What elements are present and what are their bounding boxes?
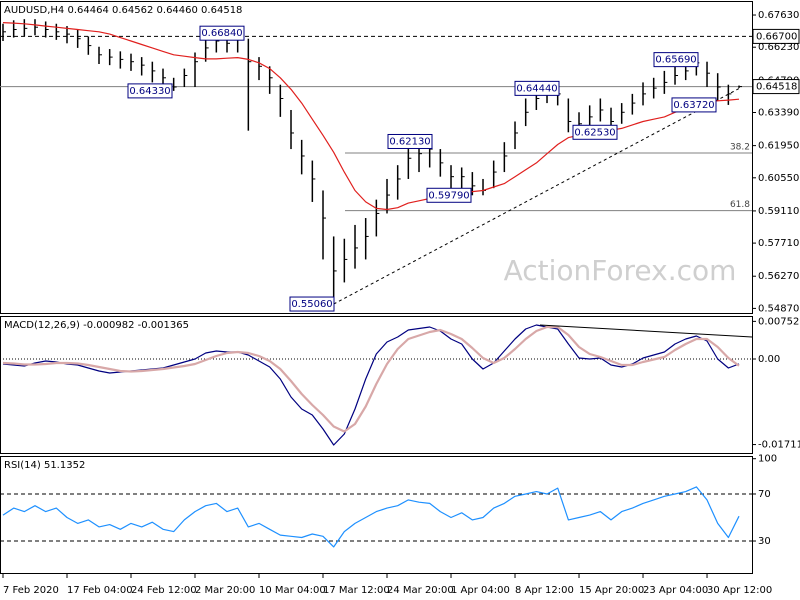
annotation-box	[653, 52, 699, 68]
annotation-label: 0.64440	[516, 83, 557, 94]
annotation-box	[572, 124, 618, 140]
x-tick-label: 1 Apr 04:00	[451, 585, 510, 596]
annotation-box	[289, 296, 335, 312]
y-tick-label: 0.007526	[758, 316, 800, 327]
y-tick-label: 30	[758, 536, 771, 547]
level-label: 0.64518	[756, 82, 797, 93]
x-tick-label: 23 Apr 04:00	[643, 585, 708, 596]
x-tick-label: 7 Feb 2020	[3, 585, 59, 596]
annotation-box	[387, 133, 433, 149]
panel-title: AUDUSD,H4 0.64464 0.64562 0.64460 0.6451…	[4, 5, 242, 16]
y-tick-label: 0.66230	[758, 42, 799, 53]
fib-label: 38.2	[730, 142, 750, 152]
panel-title: MACD(12,26,9) -0.000982 -0.001365	[4, 320, 189, 331]
y-tick-label: 0.61950	[758, 141, 799, 152]
panel-frame	[0, 1, 753, 314]
trend-line	[333, 87, 741, 305]
watermark: ActionForex.com	[504, 254, 737, 287]
y-tick-label: 0.54870	[758, 303, 799, 314]
annotation-label: 0.66840	[201, 28, 242, 39]
y-tick-label: 0.60550	[758, 173, 799, 184]
annotation-label: 0.59790	[428, 190, 469, 201]
series-line	[2, 486, 740, 548]
annotation-label: 0.62130	[389, 136, 430, 147]
y-tick-label: 100	[758, 454, 777, 465]
x-tick-label: 24 Feb 12:00	[131, 585, 197, 596]
x-tick-label: 8 Apr 12:00	[515, 585, 574, 596]
x-tick-label: 15 Apr 20:00	[579, 585, 644, 596]
y-tick-label: 0.67630	[758, 10, 799, 21]
y-tick-label: 0.56270	[758, 271, 799, 282]
series-line	[2, 325, 740, 433]
y-tick-label: 0.59110	[758, 206, 799, 217]
annotation-label: 0.63720	[673, 100, 714, 111]
fib-label: 61.8	[730, 200, 750, 210]
annotation-box	[514, 80, 560, 96]
annotation-label: 0.55060	[291, 299, 332, 310]
x-tick-label: 17 Mar 12:00	[323, 585, 390, 596]
annotation-label: 0.62530	[574, 127, 615, 138]
annotation-label: 0.65690	[655, 55, 696, 66]
y-tick-label: -0.017112	[758, 440, 800, 451]
annotation-box	[671, 97, 717, 113]
level-label-box	[752, 28, 800, 44]
y-tick-label: 0.57710	[758, 238, 799, 249]
annotation-box	[199, 25, 245, 41]
trend-line	[539, 324, 753, 338]
x-tick-label: 10 Mar 04:00	[259, 585, 326, 596]
x-tick-label: 17 Feb 04:00	[67, 585, 133, 596]
y-tick-label: 0.63390	[758, 108, 799, 119]
annotation-box	[426, 187, 472, 203]
y-tick-label: 70	[758, 489, 771, 500]
level-label: 0.66700	[756, 31, 797, 42]
annotation-box	[127, 83, 173, 99]
level-label-box	[752, 79, 800, 95]
panel-frame	[0, 456, 753, 574]
x-tick-label: 24 Mar 20:00	[387, 585, 454, 596]
annotation-label: 0.64330	[129, 86, 170, 97]
y-tick-label: 0.00	[758, 354, 780, 365]
x-tick-label: 2 Mar 20:00	[195, 585, 255, 596]
x-tick-label: 30 Apr 12:00	[707, 585, 772, 596]
panel-title: RSI(14) 51.1352	[4, 460, 85, 471]
